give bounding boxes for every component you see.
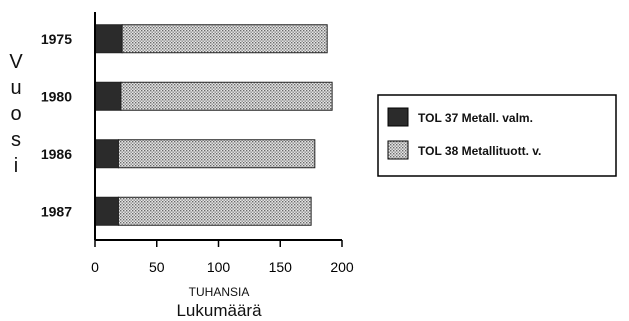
legend-swatch-tol37 bbox=[387, 107, 409, 127]
bar-1975-series-1 bbox=[121, 24, 328, 54]
legend: TOL 37 Metall. valm. TOL 38 Metallituott… bbox=[377, 94, 617, 177]
y-axis-label-letter: i bbox=[14, 155, 18, 177]
x-tick-label-50: 50 bbox=[149, 259, 165, 275]
legend-label-tol37: TOL 37 Metall. valm. bbox=[418, 111, 533, 125]
bar-1986-series-1 bbox=[117, 139, 316, 169]
bar-1987-series-0 bbox=[94, 196, 119, 226]
y-axis-label-letter: V bbox=[9, 51, 23, 73]
y-axis-label-letter: s bbox=[11, 129, 21, 151]
x-tick-label-0: 0 bbox=[91, 259, 99, 275]
bar-1980-series-0 bbox=[94, 81, 122, 111]
category-label-1980: 1980 bbox=[41, 88, 72, 104]
category-label-1986: 1986 bbox=[41, 146, 72, 162]
bar-1986-series-0 bbox=[94, 139, 119, 169]
bar-1980-series-1 bbox=[120, 81, 333, 111]
legend-swatch-tol38 bbox=[387, 140, 409, 160]
x-axis-ticks: 0 50 100 150 200 bbox=[91, 240, 354, 275]
category-label-1987: 1987 bbox=[41, 203, 72, 219]
bar-1987-series-1 bbox=[117, 196, 312, 226]
legend-label-tol38: TOL 38 Metallituott. v. bbox=[418, 144, 541, 158]
x-axis-label: Lukumäärä bbox=[176, 301, 262, 320]
bars-layer bbox=[94, 24, 333, 226]
y-axis-label-letter: u bbox=[10, 77, 21, 99]
y-axis-label-letter: o bbox=[10, 103, 21, 125]
legend-box bbox=[377, 94, 617, 177]
x-tick-label-150: 150 bbox=[269, 259, 293, 275]
category-label-1975: 1975 bbox=[41, 31, 72, 47]
x-tick-label-200: 200 bbox=[330, 259, 354, 275]
x-tick-label-100: 100 bbox=[207, 259, 231, 275]
x-axis-units-label: TUHANSIA bbox=[189, 285, 250, 299]
bar-1975-series-0 bbox=[94, 24, 123, 54]
category-labels: 1975 1980 1986 1987 bbox=[41, 31, 72, 220]
